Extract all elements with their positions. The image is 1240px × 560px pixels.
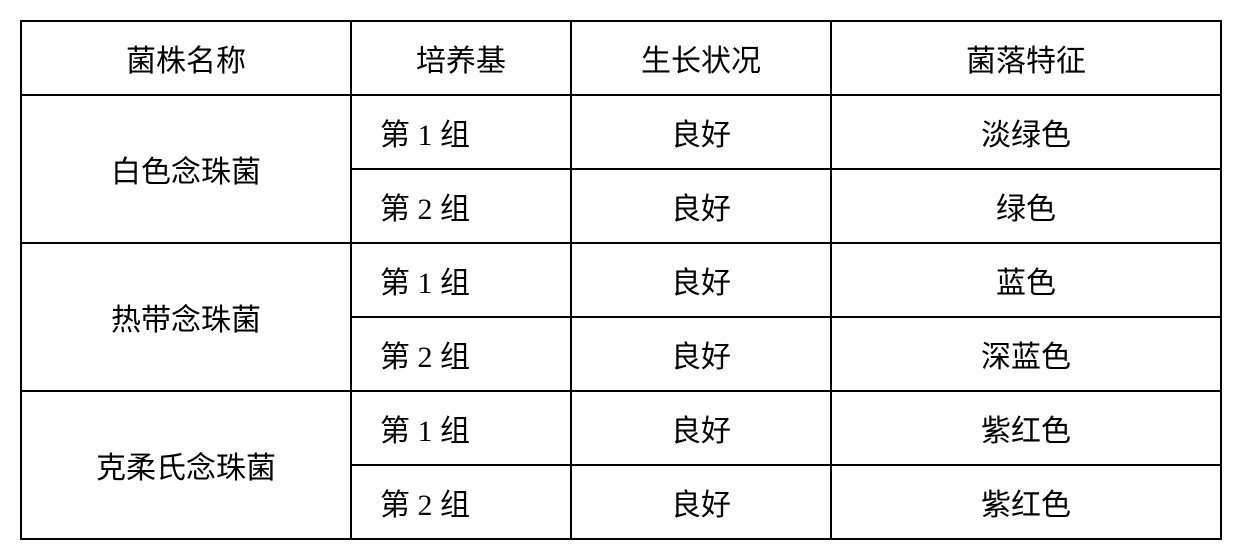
- cell-colony: 蓝色: [831, 243, 1221, 317]
- col-header-colony: 菌落特征: [831, 21, 1221, 95]
- cell-medium: 第 2 组: [351, 169, 571, 243]
- cell-colony: 深蓝色: [831, 317, 1221, 391]
- cell-growth: 良好: [571, 95, 831, 169]
- col-header-strain: 菌株名称: [21, 21, 351, 95]
- cell-medium: 第 1 组: [351, 391, 571, 465]
- cell-growth: 良好: [571, 391, 831, 465]
- cell-medium: 第 2 组: [351, 465, 571, 539]
- table-row: 热带念珠菌 第 1 组 良好 蓝色: [21, 243, 1221, 317]
- cell-colony: 淡绿色: [831, 95, 1221, 169]
- table-row: 克柔氏念珠菌 第 1 组 良好 紫红色: [21, 391, 1221, 465]
- cell-medium: 第 1 组: [351, 95, 571, 169]
- cell-strain: 热带念珠菌: [21, 243, 351, 391]
- cell-growth: 良好: [571, 169, 831, 243]
- table-header-row: 菌株名称 培养基 生长状况 菌落特征: [21, 21, 1221, 95]
- col-header-medium: 培养基: [351, 21, 571, 95]
- cell-medium: 第 1 组: [351, 243, 571, 317]
- table-row: 白色念珠菌 第 1 组 良好 淡绿色: [21, 95, 1221, 169]
- cell-colony: 紫红色: [831, 465, 1221, 539]
- col-header-growth: 生长状况: [571, 21, 831, 95]
- cell-strain: 白色念珠菌: [21, 95, 351, 243]
- cell-growth: 良好: [571, 243, 831, 317]
- cell-growth: 良好: [571, 465, 831, 539]
- candida-results-table: 菌株名称 培养基 生长状况 菌落特征 白色念珠菌 第 1 组 良好 淡绿色 第 …: [20, 20, 1222, 540]
- cell-colony: 紫红色: [831, 391, 1221, 465]
- cell-medium: 第 2 组: [351, 317, 571, 391]
- cell-growth: 良好: [571, 317, 831, 391]
- cell-colony: 绿色: [831, 169, 1221, 243]
